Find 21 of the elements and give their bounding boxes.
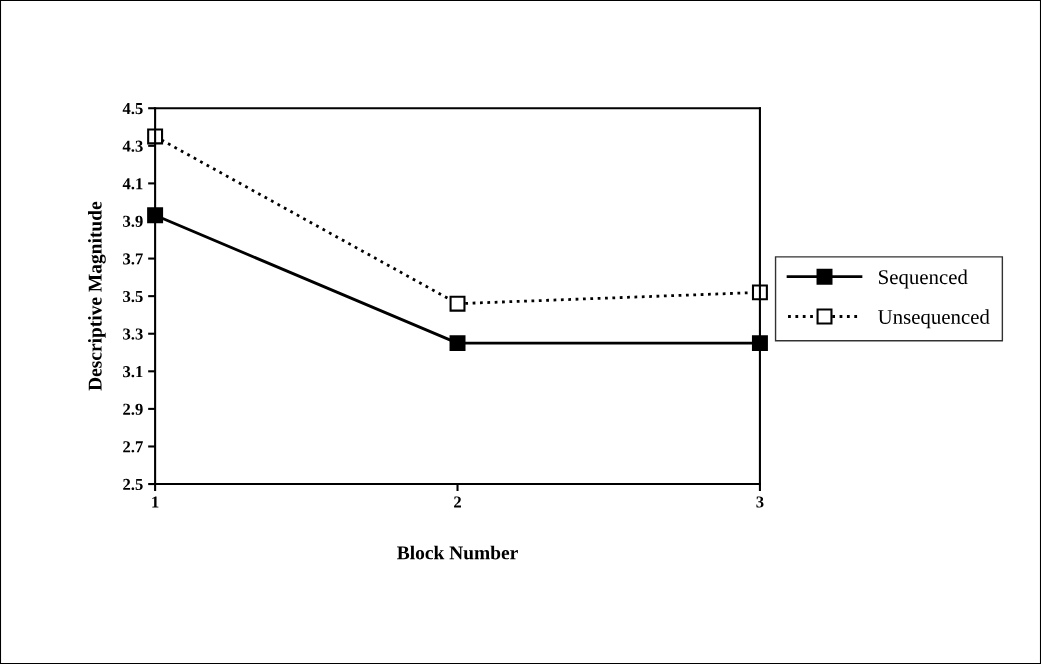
y-tick-label: 4.5 [122, 103, 143, 115]
x-tick-label: 2 [454, 496, 461, 508]
y-tick-label: 4.1 [122, 178, 143, 190]
x-tick-label: 3 [756, 496, 764, 508]
y-tick-label: 4.3 [122, 140, 143, 152]
y-axis-title: Descriptive Magnitude [88, 201, 106, 391]
y-tick-label: 2.9 [123, 403, 143, 415]
y-tick-label: 3.3 [123, 328, 143, 340]
y-tick-label: 3.1 [123, 366, 143, 378]
point [147, 207, 164, 224]
y-tick-label: 2.5 [123, 478, 143, 491]
y-tick-label: 2.7 [123, 441, 143, 453]
y-tick-label: 3.5 [123, 290, 143, 303]
legend-label: Sequenced [879, 269, 968, 289]
x-tick-label: 1 [152, 496, 159, 508]
point [449, 335, 466, 352]
y-tick-label: 3.9 [123, 215, 143, 227]
point [449, 295, 466, 312]
x-axis-title: Block Number [397, 545, 518, 560]
y-tick-label: 3.7 [123, 253, 143, 265]
legend-label: Unsequenced [878, 309, 990, 329]
